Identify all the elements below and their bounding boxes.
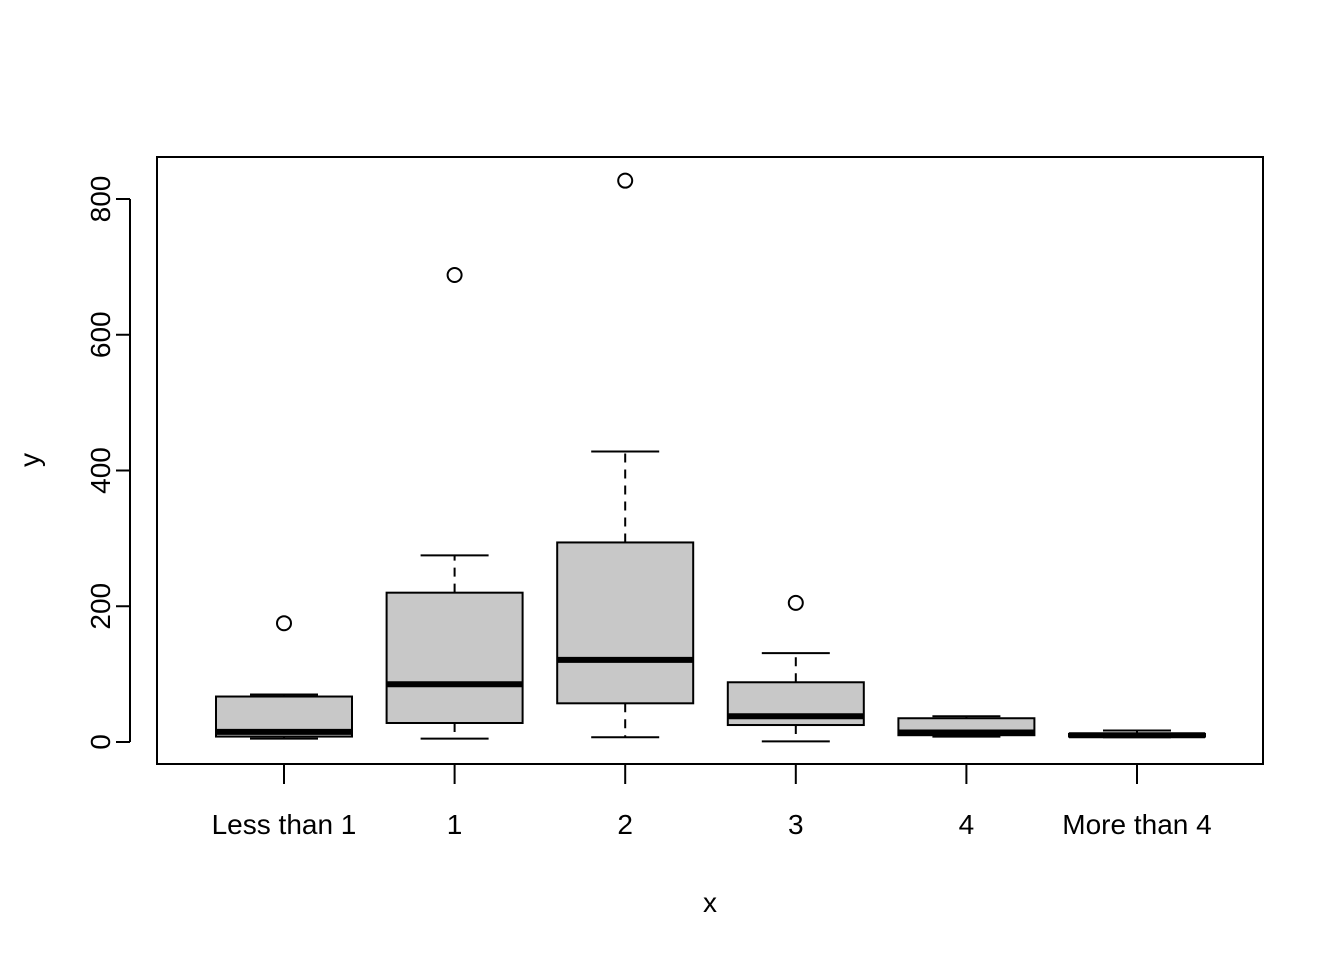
y-axis: 0 200 400 600 800 (85, 176, 131, 750)
box-group-2 (556, 172, 695, 739)
box-group-1 (385, 267, 524, 740)
x-tick-label: 2 (617, 809, 633, 840)
x-tick-label: More than 4 (1062, 809, 1211, 840)
x-tick-label: 4 (959, 809, 975, 840)
x-tick-label: 3 (788, 809, 804, 840)
boxes-layer (215, 172, 1206, 743)
outlier-point (787, 594, 804, 611)
x-axis: Less than 1 1 2 3 4 More than 4 (212, 763, 1212, 840)
box-group-3 (726, 594, 865, 743)
plot-frame (156, 156, 1264, 765)
box-iqr (385, 591, 524, 724)
y-tick-label: 400 (85, 447, 116, 494)
y-tick-label: 0 (85, 734, 116, 750)
y-tick-label: 200 (85, 583, 116, 630)
y-tick-label: 600 (85, 311, 116, 358)
box-iqr (556, 541, 695, 705)
x-tick-label: Less than 1 (212, 809, 357, 840)
box-group-0 (215, 615, 353, 740)
box-group-4 (897, 715, 1036, 738)
outlier-point (276, 615, 292, 632)
x-tick-label: 1 (447, 809, 463, 840)
y-axis-label: y (14, 453, 45, 467)
y-tick-label: 800 (85, 176, 116, 223)
box-group-5 (1068, 729, 1206, 739)
x-axis-label: x (703, 887, 717, 918)
outlier-point (617, 172, 634, 189)
outlier-point (446, 267, 463, 284)
